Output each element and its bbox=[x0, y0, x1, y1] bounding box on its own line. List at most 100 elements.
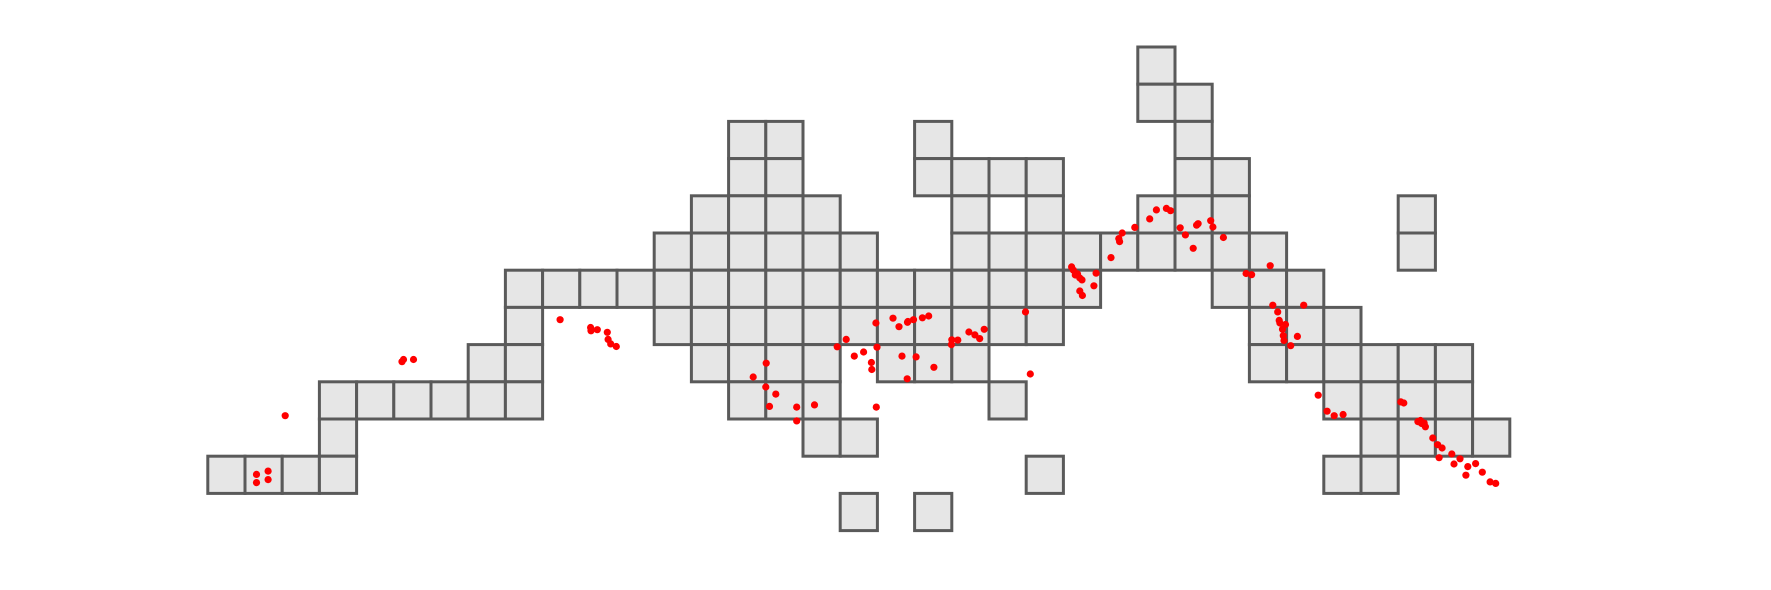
grid-cell bbox=[355, 380, 396, 421]
observation-point bbox=[898, 352, 906, 360]
observation-point bbox=[409, 355, 418, 364]
observation-point bbox=[872, 403, 880, 411]
grid-cell bbox=[1396, 194, 1437, 235]
observation-point bbox=[1166, 207, 1175, 215]
grid-cell bbox=[838, 491, 879, 533]
grid-cell bbox=[1359, 343, 1400, 384]
observation-point bbox=[965, 328, 973, 336]
grid-cell bbox=[1024, 268, 1065, 309]
observation-point bbox=[1448, 450, 1456, 458]
observation-point bbox=[1438, 444, 1446, 452]
grid-cell bbox=[689, 231, 731, 272]
grid-cell bbox=[689, 305, 731, 347]
observation-point bbox=[1118, 229, 1126, 237]
observation-point bbox=[1242, 269, 1250, 278]
observation-point bbox=[1300, 301, 1308, 309]
grid-cells-layer bbox=[206, 45, 1512, 533]
grid-cell bbox=[764, 380, 805, 421]
grid-cell bbox=[689, 268, 731, 309]
observation-point bbox=[1021, 308, 1030, 316]
grid-cell bbox=[1173, 157, 1214, 198]
observation-point bbox=[1330, 412, 1338, 420]
grid-cell bbox=[1285, 305, 1326, 347]
grid-cell bbox=[466, 380, 507, 421]
observation-point bbox=[948, 336, 956, 344]
grid-cell bbox=[987, 231, 1028, 272]
grid-cell bbox=[1210, 157, 1251, 198]
grid-cell bbox=[1210, 194, 1251, 235]
observation-point bbox=[1450, 460, 1458, 468]
observation-point bbox=[1462, 471, 1470, 479]
observation-point bbox=[399, 355, 408, 364]
observation-point bbox=[1189, 244, 1197, 252]
grid-cell bbox=[1136, 194, 1177, 235]
grid-cell bbox=[1173, 119, 1214, 161]
grid-cell bbox=[466, 343, 507, 384]
observation-point bbox=[793, 403, 801, 411]
grid-cell bbox=[1136, 231, 1177, 272]
observation-point bbox=[593, 326, 601, 334]
grid-cell bbox=[764, 343, 805, 384]
grid-cell bbox=[950, 268, 991, 309]
grid-cell bbox=[950, 231, 991, 272]
observation-point bbox=[895, 323, 903, 331]
grid-cell bbox=[764, 268, 805, 309]
grid-cell bbox=[987, 305, 1028, 347]
observation-point bbox=[868, 365, 876, 374]
grid-cell bbox=[615, 268, 656, 309]
grid-cell bbox=[1322, 454, 1363, 495]
grid-cell bbox=[801, 305, 842, 347]
grid-cell bbox=[243, 454, 284, 495]
grid-cell bbox=[727, 268, 768, 309]
observation-point bbox=[1486, 478, 1494, 486]
grid-cell bbox=[875, 268, 917, 309]
grid-cell bbox=[801, 231, 842, 272]
observation-point bbox=[1090, 282, 1098, 290]
observation-point bbox=[1478, 468, 1486, 476]
grid-cell bbox=[1247, 268, 1289, 309]
observation-point bbox=[918, 314, 927, 322]
observation-point bbox=[842, 335, 850, 343]
observation-point bbox=[1464, 463, 1472, 471]
observation-point bbox=[264, 467, 272, 475]
grid-cell bbox=[1322, 305, 1363, 347]
grid-cell bbox=[950, 194, 991, 235]
grid-cell bbox=[727, 343, 768, 384]
grid-cell bbox=[764, 157, 805, 198]
grid-cell bbox=[913, 119, 954, 161]
observation-point bbox=[1287, 342, 1295, 350]
observation-point bbox=[1421, 423, 1429, 431]
grid-cell bbox=[987, 380, 1028, 421]
observation-point bbox=[1266, 262, 1274, 270]
observation-point bbox=[1092, 269, 1100, 277]
observation-point bbox=[765, 402, 774, 410]
grid-cell bbox=[503, 268, 545, 309]
grid-cell bbox=[317, 417, 359, 458]
grid-cell bbox=[764, 305, 805, 347]
observation-point bbox=[903, 375, 911, 383]
observation-point bbox=[904, 317, 912, 326]
grid-cell bbox=[392, 380, 433, 421]
grid-cell bbox=[727, 380, 768, 421]
observation-point bbox=[1078, 291, 1086, 300]
observation-point bbox=[793, 417, 801, 425]
observation-point bbox=[850, 352, 858, 360]
observation-point bbox=[833, 343, 841, 351]
grid-cell bbox=[838, 268, 879, 309]
grid-cell bbox=[206, 454, 247, 495]
grid-cell bbox=[1396, 343, 1437, 384]
observation-point bbox=[1207, 217, 1215, 225]
observation-point bbox=[587, 327, 595, 335]
grid-cell bbox=[727, 305, 768, 347]
grid-cell bbox=[1173, 82, 1214, 123]
observation-point bbox=[867, 358, 876, 367]
observation-point bbox=[762, 383, 770, 391]
grid-cell bbox=[280, 454, 321, 495]
grid-cell bbox=[1024, 454, 1065, 495]
grid-cell bbox=[838, 231, 879, 272]
grid-cell bbox=[727, 231, 768, 272]
grid-cell bbox=[541, 268, 582, 309]
observation-point bbox=[1026, 370, 1034, 378]
observation-point bbox=[612, 342, 620, 351]
